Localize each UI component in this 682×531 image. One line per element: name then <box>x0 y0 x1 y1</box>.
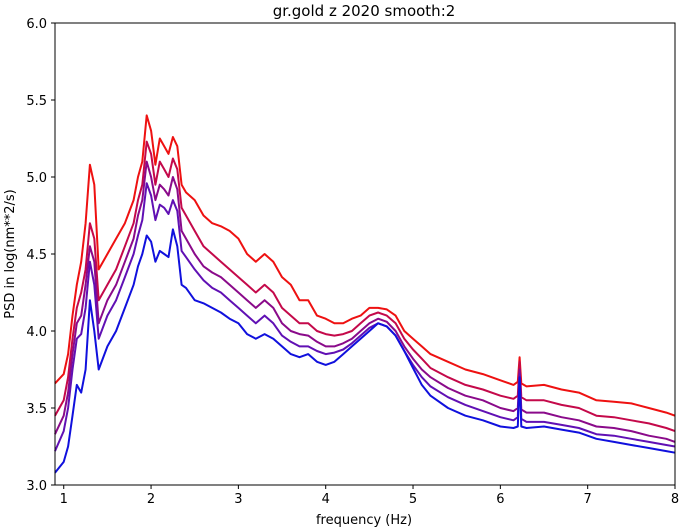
plot-frame <box>54 22 676 486</box>
series-line-5 <box>54 228 676 474</box>
tick-layer: 1 2 3 4 5 6 7 8 3.0 3.5 4.0 4.5 5.0 5.5 6.0 <box>26 17 679 507</box>
y-tick-label: 3.0 <box>26 479 47 494</box>
x-tick-label: 2 <box>147 492 155 507</box>
y-tick-label: 5.0 <box>26 171 47 186</box>
series-line-4 <box>54 182 676 452</box>
x-tick-label: 7 <box>584 492 592 507</box>
x-tick-label: 1 <box>60 492 68 507</box>
y-tick-label: 3.5 <box>26 402 47 417</box>
series-line-1 <box>54 114 676 417</box>
x-tick-label: 4 <box>322 492 330 507</box>
y-tick-label: 6.0 <box>26 17 47 32</box>
x-axis-label: frequency (Hz) <box>316 513 412 528</box>
x-tick-label: 8 <box>671 492 679 507</box>
y-axis-label: PSD in log(nm**2/s) <box>3 189 18 319</box>
x-tick-label: 6 <box>496 492 504 507</box>
y-tick-label: 4.0 <box>26 325 47 340</box>
series-line-3 <box>54 160 676 443</box>
x-tick-label: 3 <box>234 492 242 507</box>
chart-title: gr.gold z 2020 smooth:2 <box>273 2 456 20</box>
y-tick-label: 4.5 <box>26 248 47 263</box>
x-tick-label: 5 <box>409 492 417 507</box>
series-layer <box>54 114 676 474</box>
y-tick-label: 5.5 <box>26 94 47 109</box>
